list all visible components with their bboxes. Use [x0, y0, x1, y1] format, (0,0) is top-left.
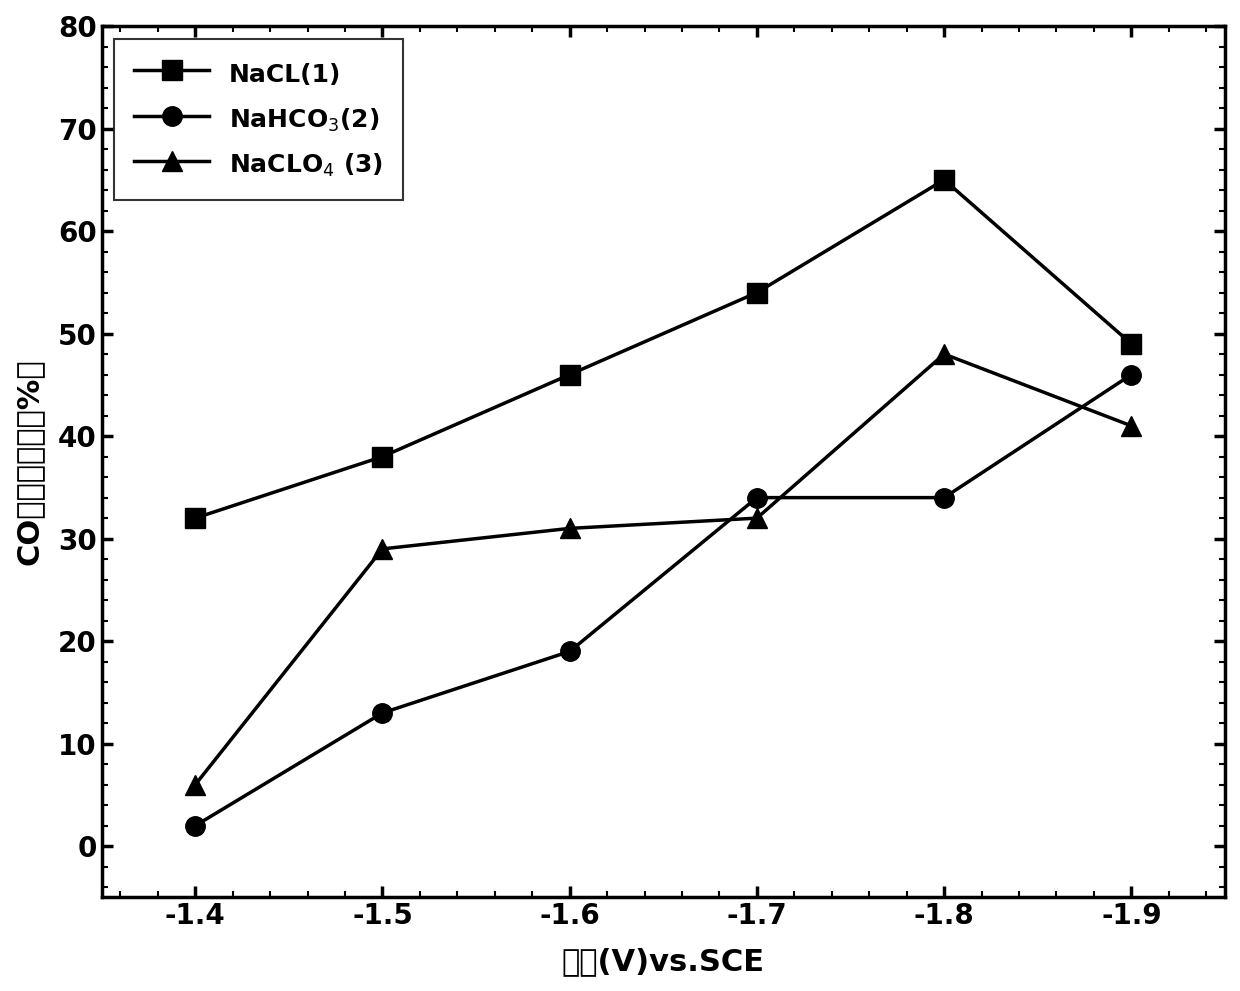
Line: NaCL(1): NaCL(1) [186, 170, 1141, 528]
NaHCO$_{3}$(2) [562, 645, 577, 657]
NaCL(1) [936, 173, 951, 185]
NaCLO$_{4}$ (3) [374, 543, 389, 555]
NaHCO$_{3}$(2) [1123, 369, 1138, 381]
NaHCO$_{3}$(2) [936, 492, 951, 503]
NaCL(1) [749, 286, 764, 298]
Y-axis label: CO法拉第效率（%）: CO法拉第效率（%） [15, 359, 43, 565]
Line: NaHCO$_{3}$(2): NaHCO$_{3}$(2) [186, 365, 1141, 835]
NaCLO$_{4}$ (3) [562, 522, 577, 534]
NaCLO$_{4}$ (3) [187, 779, 202, 791]
NaHCO$_{3}$(2) [749, 492, 764, 503]
Line: NaCLO$_{4}$ (3): NaCLO$_{4}$ (3) [186, 344, 1141, 795]
NaCL(1) [1123, 338, 1138, 350]
NaCL(1) [187, 512, 202, 524]
NaCL(1) [374, 451, 389, 463]
X-axis label: 电位(V)vs.SCE: 电位(V)vs.SCE [562, 947, 765, 976]
NaCLO$_{4}$ (3) [749, 512, 764, 524]
NaCL(1) [562, 369, 577, 381]
NaHCO$_{3}$(2) [187, 820, 202, 831]
NaCLO$_{4}$ (3) [1123, 420, 1138, 432]
Legend: NaCL(1), NaHCO$_{3}$(2), NaCLO$_{4}$ (3): NaCL(1), NaHCO$_{3}$(2), NaCLO$_{4}$ (3) [114, 39, 403, 200]
NaCLO$_{4}$ (3) [936, 348, 951, 360]
NaHCO$_{3}$(2) [374, 707, 389, 718]
